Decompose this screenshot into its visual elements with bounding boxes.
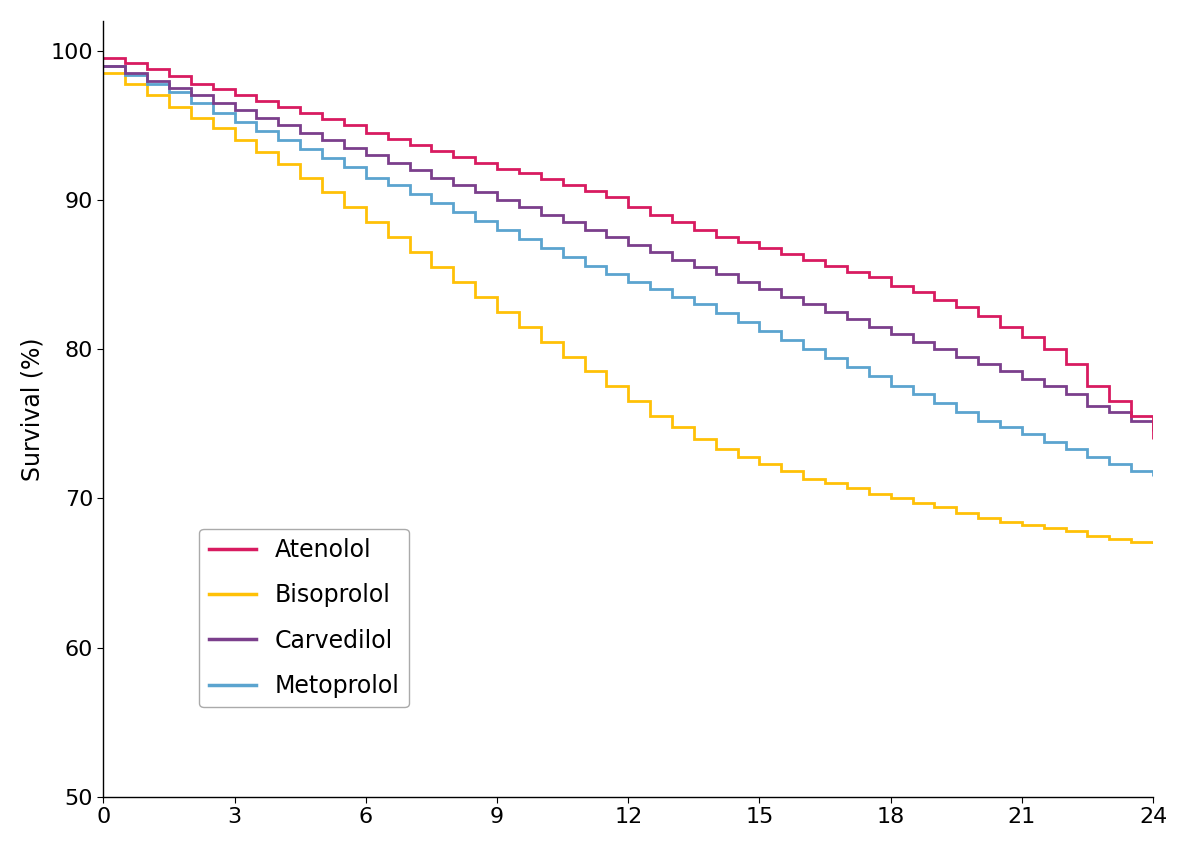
Legend: Atenolol, Bisoprolol, Carvedilol, Metoprolol: Atenolol, Bisoprolol, Carvedilol, Metopr…: [200, 528, 409, 707]
Y-axis label: Survival (%): Survival (%): [21, 337, 45, 481]
